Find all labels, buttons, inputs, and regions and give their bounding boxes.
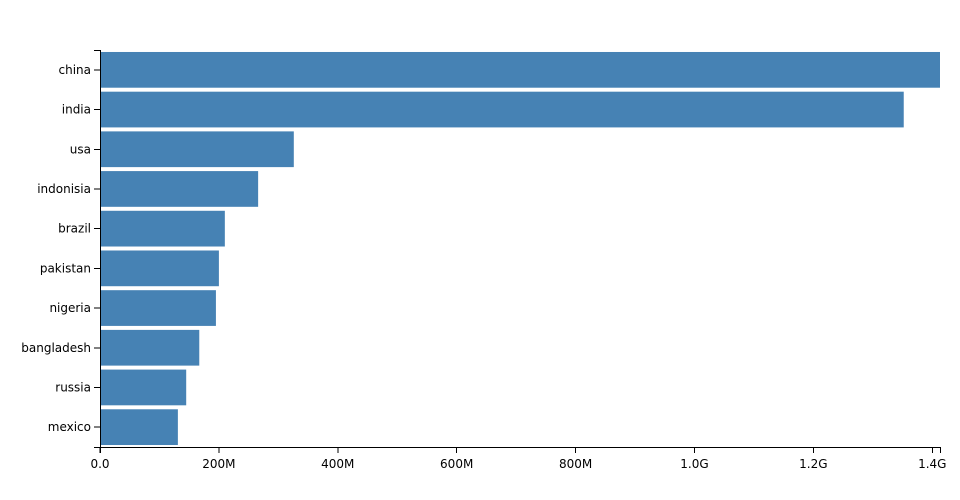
- y-tick-label: brazil: [58, 222, 91, 236]
- bar: [100, 171, 259, 207]
- x-tick-label: 400M: [321, 457, 354, 471]
- bar: [100, 409, 178, 446]
- bar: [100, 91, 904, 128]
- x-tick-label: 1.4G: [918, 457, 946, 471]
- y-tick-label: nigeria: [49, 301, 91, 315]
- x-tick-label: 1.2G: [799, 457, 827, 471]
- x-tick-label: 1.0G: [680, 457, 708, 471]
- bar: [100, 131, 294, 168]
- x-tick-label: 600M: [440, 457, 473, 471]
- x-tick-label: 0.0: [90, 457, 109, 471]
- y-tick-label: mexico: [48, 420, 91, 434]
- x-axis-line: [100, 447, 941, 453]
- x-tick-label: 200M: [202, 457, 235, 471]
- y-tick-label: usa: [70, 142, 91, 156]
- bar: [100, 250, 219, 287]
- y-tick-label: russia: [55, 380, 91, 394]
- bar: [100, 290, 216, 326]
- x-tick-label: 800M: [559, 457, 592, 471]
- y-tick-label: pakistan: [40, 261, 91, 275]
- bar: [100, 369, 187, 406]
- y-tick-label: bangladesh: [21, 341, 91, 355]
- bar: [100, 51, 940, 88]
- y-tick-label: indonisia: [37, 182, 91, 196]
- bar: [100, 329, 200, 366]
- y-tick-label: china: [59, 63, 92, 77]
- bar: [100, 210, 225, 247]
- y-axis-line: [94, 50, 101, 448]
- y-tick-label: india: [62, 103, 91, 117]
